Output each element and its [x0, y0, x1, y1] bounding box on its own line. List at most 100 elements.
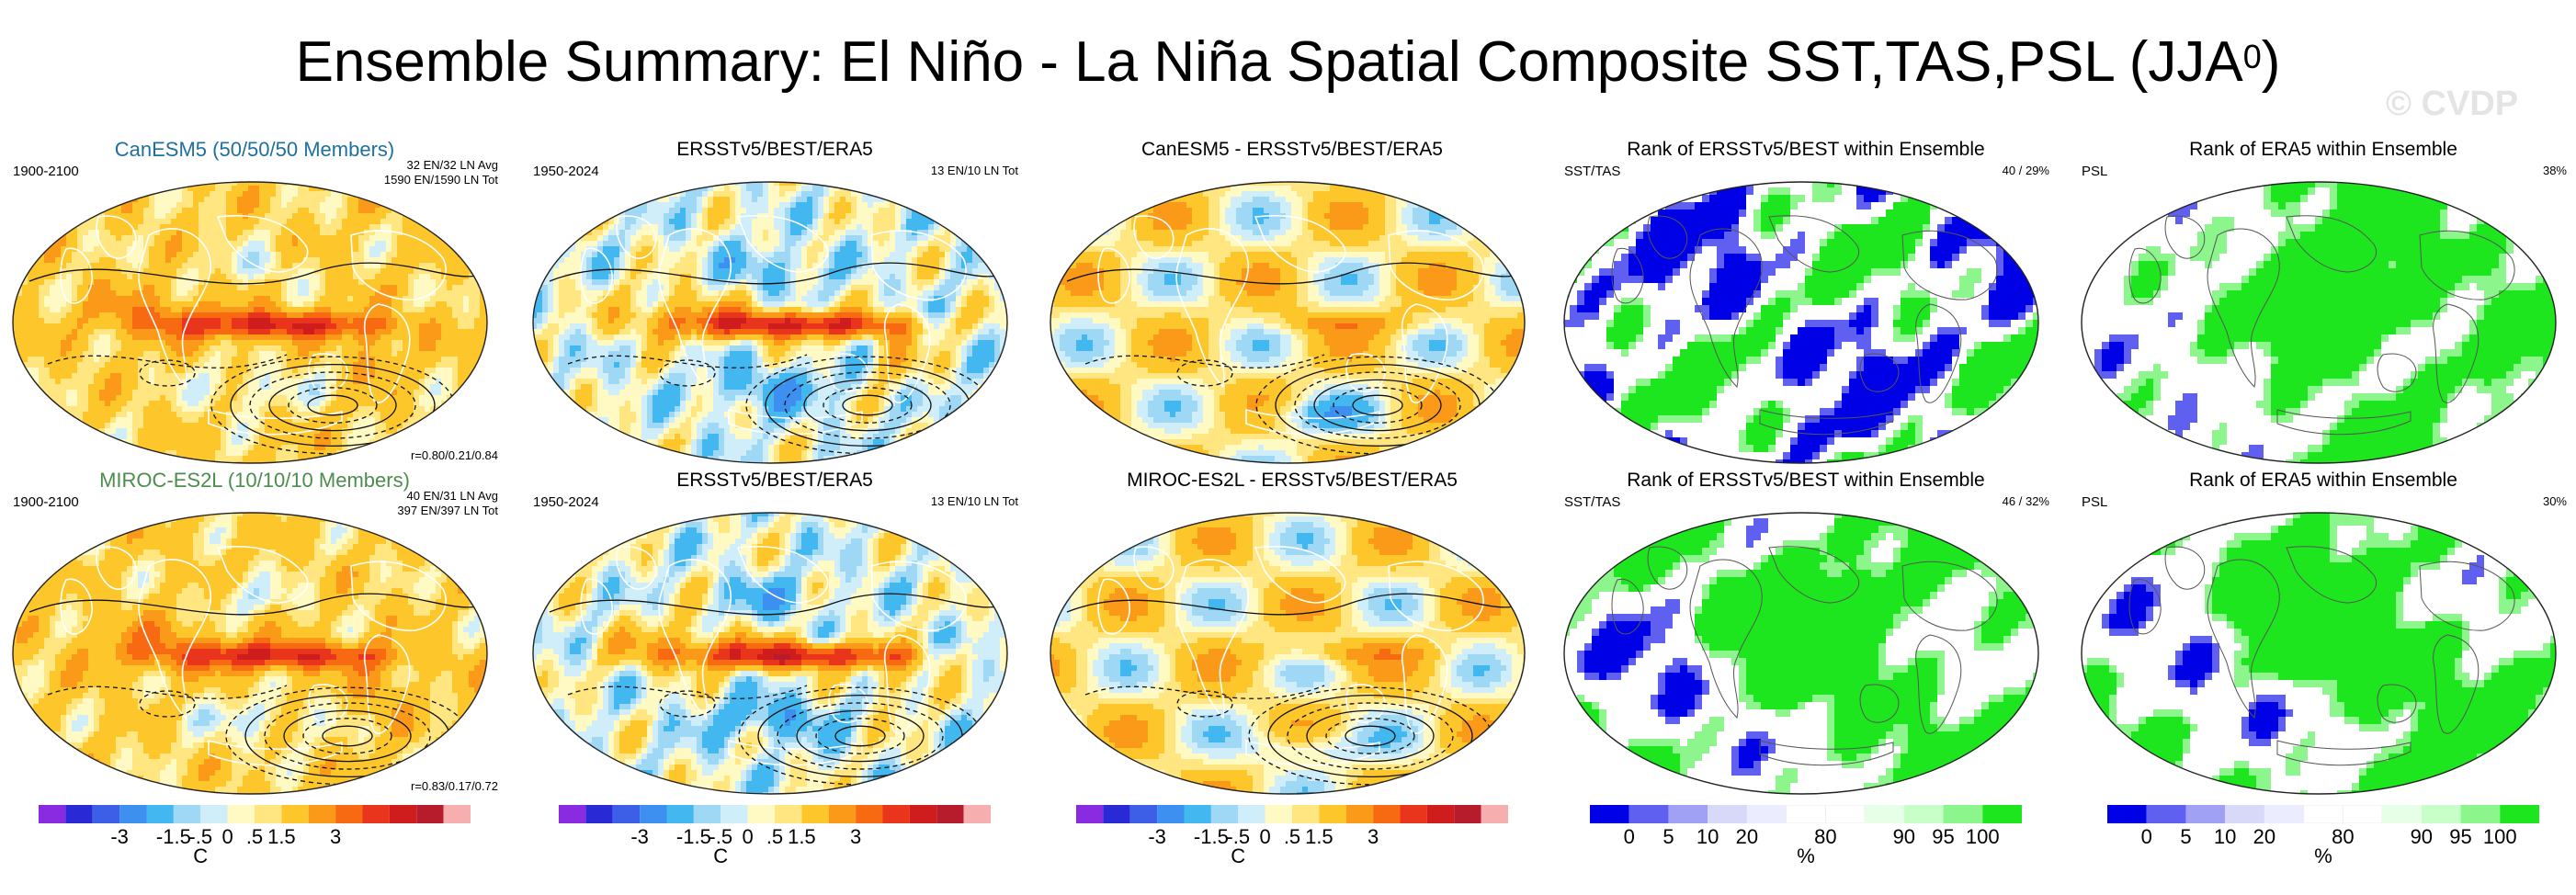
colorbar-swatch	[39, 805, 66, 823]
continent-outline	[1647, 215, 1688, 259]
continent-outline	[658, 559, 732, 719]
panel-count-label: 13 EN/10 LN Tot	[931, 494, 1018, 509]
continent-outline	[1388, 230, 1484, 300]
colorbar-swatch	[747, 805, 775, 823]
continent-outline	[1175, 228, 1249, 389]
continent-outline	[1254, 545, 1346, 604]
panel-title: ERSSTv5/BEST/ERA5	[531, 469, 1018, 493]
colorbar-swatch	[389, 805, 417, 823]
colorbar-tick-label: 1.5	[1305, 825, 1333, 849]
colorbar-swatch	[1157, 805, 1185, 823]
colorbar-swatch	[1982, 805, 2022, 823]
colorbar-swatch	[585, 805, 613, 823]
map-model	[12, 181, 488, 464]
continent-outline	[1401, 303, 1448, 403]
colorbar-swatch	[2303, 805, 2343, 823]
continent-outline	[138, 559, 211, 719]
colorbar-swatch	[1103, 805, 1130, 823]
colorbar-swatch	[2146, 805, 2186, 823]
continent-outline	[2286, 546, 2377, 604]
colorbar-tick-label: 100	[1966, 825, 2000, 849]
colorbar-unit-label: %	[2314, 844, 2332, 868]
continent-outline	[2207, 228, 2280, 388]
colorbar-swatch	[882, 805, 910, 823]
colorbar-tick-label: -.5	[1226, 825, 1250, 849]
colorbar-swatch	[1184, 805, 1211, 823]
colorbar-tick-label: 3	[850, 825, 861, 849]
continent-outline	[2164, 546, 2206, 590]
colorbar-swatch	[775, 805, 802, 823]
continent-outline	[736, 545, 829, 604]
colorbar-tick-label: 0	[1260, 825, 1271, 849]
colorbar-tick-label: 95	[1932, 825, 1954, 849]
colorbar-swatch	[1373, 805, 1401, 823]
continent-outline	[208, 739, 343, 766]
continent-outline	[2433, 303, 2480, 403]
colorbar-swatch	[255, 805, 282, 823]
colorbar-swatch	[65, 805, 93, 823]
percent-colorbar: 0 5 10 20 80 90 95 100%	[2107, 805, 2539, 878]
colorbar-swatch	[1668, 805, 1708, 823]
continent-outline	[2164, 215, 2206, 259]
continent-outline	[1915, 303, 1962, 403]
panel-total-label: 1590 EN/1590 LN Tot	[384, 173, 498, 187]
colorbar-swatch	[856, 805, 883, 823]
panel-count-label: 30%	[2543, 494, 2567, 509]
map-rank2	[2081, 181, 2557, 464]
continent-outline	[1901, 230, 1998, 300]
continent-outline	[1759, 409, 1894, 436]
colorbar-tick-label: 80	[1814, 825, 1836, 849]
continent-outline	[883, 634, 931, 734]
continent-outline	[616, 215, 657, 259]
continent-outline	[2128, 578, 2162, 635]
colorbar-tick-label: 95	[2449, 825, 2471, 849]
continent-outline	[1254, 214, 1346, 273]
colorbar-swatch	[1746, 805, 1787, 823]
colorbar-swatch	[173, 805, 201, 823]
panel-count-label: 40 / 29%	[2003, 164, 2049, 178]
continent-outline	[1759, 740, 1894, 766]
continent-outline	[1611, 247, 1644, 304]
map-border	[12, 512, 488, 795]
continent-outline	[2433, 634, 2480, 734]
colorbar-swatch	[362, 805, 390, 823]
colorbar-swatch	[443, 805, 471, 823]
colorbar-tick-label: 20	[2253, 825, 2275, 849]
panel-title: Rank of ERSSTv5/BEST within Ensemble	[1562, 469, 2049, 493]
panel-title: CanESM5 - ERSSTv5/BEST/ERA5	[1049, 138, 1536, 162]
colorbar-swatch	[1238, 805, 1265, 823]
colorbar-swatch	[2107, 805, 2147, 823]
continent-outline	[1345, 353, 1386, 392]
continent-outline	[1611, 578, 1644, 635]
map-rank1	[1563, 512, 2039, 795]
continent-outline	[580, 247, 613, 304]
pattern-correlation-label: r=0.83/0.17/0.72	[411, 779, 498, 793]
watermark: © CVDP	[2386, 85, 2518, 124]
colorbar-swatch	[308, 805, 336, 823]
continent-outline	[1647, 546, 1688, 590]
colorbar-tick-label: 1.5	[788, 825, 816, 849]
map-panel-2-3: MIROC-ES2L - ERSSTv5/BEST/ERA5	[1049, 469, 1536, 796]
map-border	[1563, 512, 2039, 795]
map-panel-2-5: Rank of ERA5 within Ensemble PSL 30%	[2080, 469, 2567, 796]
colorbar-swatch	[1129, 805, 1158, 823]
colorbar-swatch	[2421, 805, 2461, 823]
map-panel-1-1: CanESM5 (50/50/50 Members) 1900-2100 32 EN…	[11, 138, 498, 465]
continent-outline	[60, 578, 93, 635]
continent-outline	[1768, 215, 1859, 273]
colorbar-swatch	[1865, 805, 1904, 823]
panel-title: Rank of ERSSTv5/BEST within Ensemble	[1562, 138, 2049, 162]
colorbar-swatch	[1345, 805, 1374, 823]
colorbar-tick-label: -.5	[709, 825, 732, 849]
colorbar-swatch	[909, 805, 937, 823]
colorbar-tick-label: 0	[222, 825, 233, 849]
colorbar-swatch	[963, 805, 991, 823]
colorbar-tick-label: -3	[110, 825, 129, 849]
continent-outline	[728, 408, 863, 436]
colorbar-swatch	[640, 805, 667, 823]
colorbar-swatch	[1076, 805, 1104, 823]
colorbar-swatch	[1426, 805, 1455, 823]
map-border	[532, 512, 1008, 795]
continent-outline	[1133, 546, 1175, 590]
map-rank1	[1563, 181, 2039, 464]
